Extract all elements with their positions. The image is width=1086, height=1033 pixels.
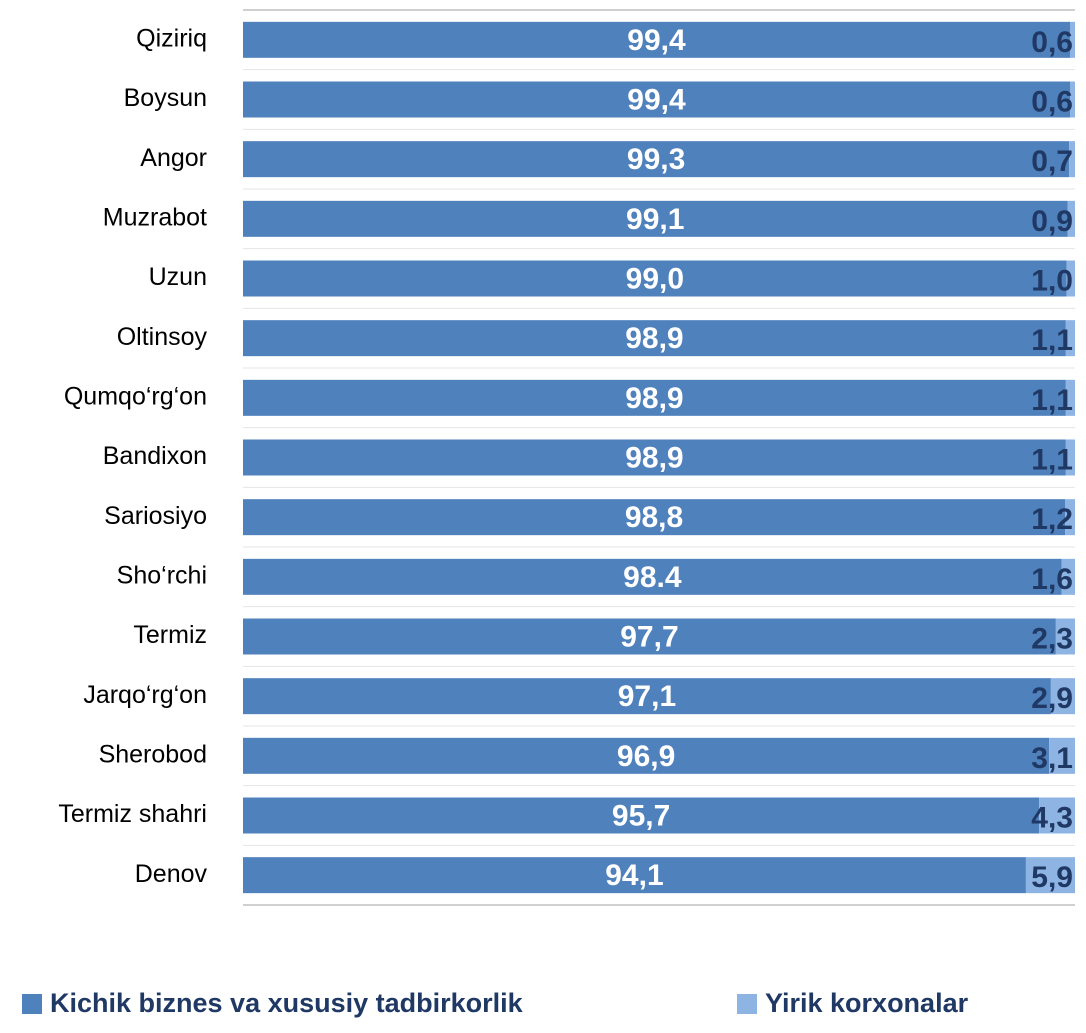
value-label: 0,6 [1031, 26, 1073, 59]
bar-segment [243, 200, 1068, 237]
bar-segment [243, 737, 1050, 774]
bar-segment [243, 439, 1066, 476]
bar-segment [243, 797, 1040, 834]
category-label: Boysun [124, 84, 207, 112]
category-label: Bandixon [103, 442, 207, 470]
value-label: 95,7 [612, 799, 670, 832]
category-label: Sho‘rchi [117, 561, 207, 589]
value-label: 98.4 [623, 561, 682, 594]
category-label: Sariosiyo [104, 502, 207, 530]
bar-segment [243, 21, 1071, 58]
bar-segment [1050, 678, 1075, 715]
value-label: 98,9 [625, 382, 683, 415]
bar-segment [1025, 857, 1075, 894]
bar-segment [1070, 21, 1075, 58]
value-label: 99,4 [627, 83, 686, 116]
value-label: 97,7 [620, 620, 678, 653]
bar-segment [1049, 737, 1075, 774]
value-label: 1,0 [1031, 264, 1073, 297]
bar-segment [1055, 618, 1075, 655]
category-label: Qumqo‘rg‘on [64, 382, 207, 410]
value-label: 2,3 [1031, 622, 1073, 655]
value-label: 1,1 [1031, 384, 1073, 417]
bar-segment [243, 379, 1066, 416]
bar-segment [1069, 141, 1075, 178]
value-label: 1,2 [1031, 503, 1073, 536]
value-label: 94,1 [605, 859, 663, 892]
legend-label: Kichik biznes va xususiy tadbirkorlik [50, 988, 524, 1018]
category-label: Denov [135, 860, 208, 888]
bar-segment [1066, 260, 1075, 297]
bar-segment [1065, 499, 1075, 536]
bar-segment [243, 320, 1066, 357]
value-label: 1,1 [1031, 443, 1073, 476]
value-label: 2,9 [1031, 682, 1073, 715]
bar-segment [243, 558, 1062, 595]
value-label: 4,3 [1031, 801, 1073, 834]
category-label: Uzun [149, 263, 207, 291]
category-label: Qiziriq [136, 24, 207, 52]
value-label: 98,9 [625, 322, 683, 355]
bar-segment [243, 141, 1070, 178]
value-label: 99,0 [626, 262, 684, 295]
legend-label: Yirik korxonalar [765, 988, 969, 1018]
value-label: 0,7 [1031, 145, 1073, 178]
value-label: 99,3 [627, 143, 685, 176]
bar-segment [1065, 439, 1075, 476]
category-label: Sherobod [99, 740, 207, 768]
bar-segment [243, 499, 1066, 536]
bar-segment [243, 618, 1056, 655]
bar-segment [1039, 797, 1075, 834]
value-label: 0,6 [1031, 85, 1073, 118]
value-label: 1,6 [1031, 563, 1073, 596]
bar-segment [1065, 320, 1075, 357]
bar-segment [243, 857, 1026, 894]
value-label: 1,1 [1031, 324, 1073, 357]
value-label: 3,1 [1031, 742, 1073, 775]
value-label: 99,1 [626, 203, 684, 236]
value-label: 98,8 [625, 501, 683, 534]
category-label: Jarqo‘rg‘on [83, 681, 207, 709]
bar-segment [1065, 379, 1075, 416]
bar-segment [243, 81, 1071, 118]
value-label: 98,9 [625, 441, 683, 474]
value-label: 97,1 [618, 680, 676, 713]
category-label: Oltinsoy [117, 323, 208, 351]
value-label: 99,4 [627, 24, 686, 57]
category-label: Termiz shahri [58, 800, 207, 828]
category-label: Muzrabot [103, 203, 207, 231]
legend-swatch [22, 994, 42, 1014]
value-label: 5,9 [1031, 861, 1073, 894]
bar-segment [243, 260, 1067, 297]
value-label: 96,9 [617, 740, 675, 773]
legend-swatch [737, 994, 757, 1014]
value-label: 0,9 [1031, 205, 1073, 238]
bar-segment [243, 678, 1051, 715]
bar-segment [1061, 558, 1075, 595]
bar-segment [1070, 81, 1075, 118]
bar-segment [1067, 200, 1075, 237]
category-label: Angor [140, 144, 207, 172]
category-label: Termiz [133, 621, 207, 649]
